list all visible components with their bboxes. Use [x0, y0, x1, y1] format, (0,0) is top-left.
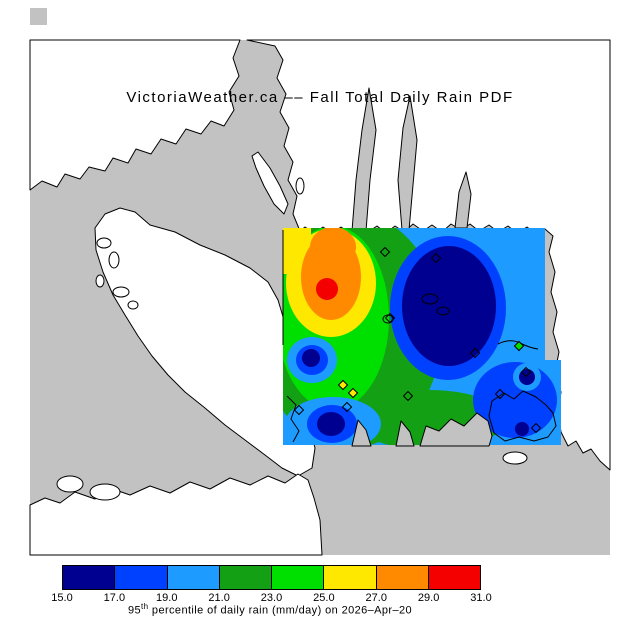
- colorbar-tick: 19.0: [156, 592, 178, 604]
- station-diamond: [494, 388, 506, 400]
- colorbar-tick-labels: 15.0 17.0 19.0 21.0 23.0 25.0 27.0 29.0 31.0: [51, 592, 491, 605]
- colorbar-segment: [427, 566, 480, 589]
- small-island: [108, 251, 120, 269]
- caption: 95th percentile of daily rain (mm/day) o…: [35, 602, 505, 617]
- station-diamond: [430, 252, 442, 264]
- colorbar-tick: 17.0: [103, 592, 126, 604]
- colorbar-tick: 15.0: [51, 592, 73, 604]
- caption-number: 95: [127, 604, 141, 617]
- colorbar-segment: [114, 566, 167, 589]
- small-island: [89, 483, 121, 501]
- contour-navy-south: [317, 412, 345, 436]
- coast-overlay-layer: [282, 230, 557, 447]
- gulf-island-outline: [421, 293, 439, 305]
- colorbar-tick: 23.0: [260, 592, 283, 604]
- station-diamond: [469, 347, 481, 359]
- fjord: [397, 95, 418, 231]
- bay: [395, 420, 415, 447]
- small-island: [295, 177, 305, 195]
- station-diamond: [384, 312, 396, 324]
- station-diamond: [513, 340, 525, 352]
- contour-navy-dot: [515, 422, 529, 436]
- small-island: [95, 274, 105, 288]
- northwest-land: [29, 39, 241, 191]
- colorbar-tick: 21.0: [208, 592, 230, 604]
- colorbar: 15.0 17.0 19.0 21.0 23.0 25.0 27.0 29.0 31.0: [51, 565, 492, 605]
- small-island: [127, 300, 139, 310]
- station-diamond: [520, 366, 532, 378]
- coastal-bays: [351, 412, 493, 447]
- contour-navy-spot: [302, 349, 320, 367]
- colorbar-segment: [271, 566, 324, 589]
- contour-red-core: [316, 278, 338, 300]
- station-markers: [293, 246, 542, 434]
- station-diamond: [337, 379, 349, 391]
- land-layer: [29, 39, 611, 556]
- small-island: [502, 451, 528, 465]
- colorbar-tick: 29.0: [417, 592, 440, 604]
- corner-square: [30, 8, 47, 25]
- caption-superscript: th: [140, 602, 149, 611]
- station-diamond: [402, 390, 414, 402]
- colorbar-segment: [375, 566, 428, 589]
- colorbar-tick: 27.0: [365, 592, 387, 604]
- caption-text: percentile of daily rain (mm/day) on 202…: [148, 604, 413, 617]
- victoria-peninsula-outline: [488, 390, 557, 442]
- contour-orange-top: [310, 228, 356, 267]
- station-diamond: [293, 404, 305, 416]
- colorbar-segment: [166, 566, 219, 589]
- inlet-layer: [351, 87, 472, 232]
- small-island: [96, 237, 112, 249]
- colorbar-segment: [323, 566, 376, 589]
- colorbar-gradient: [62, 565, 481, 590]
- station-diamond: [341, 401, 353, 413]
- contour-field: [283, 228, 561, 445]
- small-island: [56, 475, 84, 493]
- strait-island: [251, 151, 289, 215]
- station-diamond: [379, 246, 391, 258]
- contour-navy-east: [402, 246, 496, 366]
- fjord: [351, 87, 377, 232]
- station-diamond: [347, 387, 359, 399]
- station-diamond: [530, 422, 542, 434]
- small-island: [112, 286, 130, 298]
- colorbar-tick: 31.0: [470, 592, 492, 604]
- map-title: VictoriaWeather.ca –– Fall Total Daily R…: [126, 89, 514, 106]
- colorbar-tick: 25.0: [313, 592, 335, 604]
- colorbar-segment: [63, 566, 115, 589]
- bay: [351, 419, 372, 447]
- colorbar-segment: [218, 566, 271, 589]
- gulf-island-outline: [436, 306, 450, 316]
- bay: [419, 412, 493, 447]
- saanich-coast-outline: [286, 395, 300, 443]
